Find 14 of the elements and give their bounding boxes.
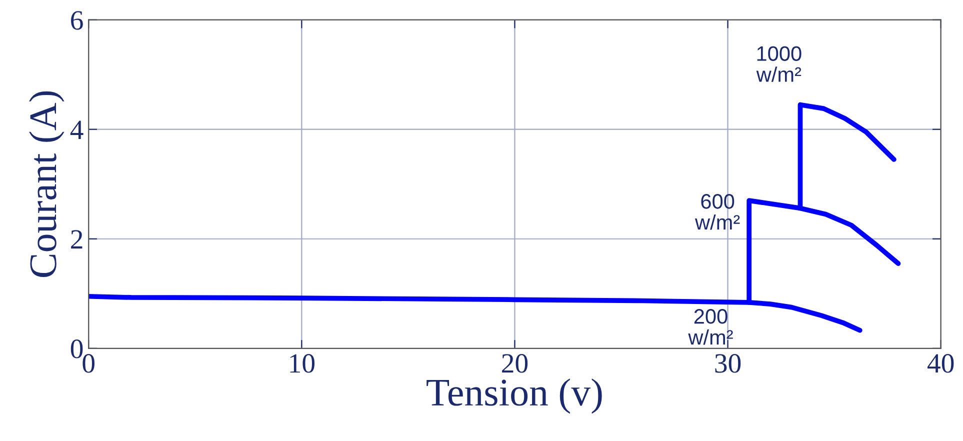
- x-tick-label: 30: [715, 354, 741, 373]
- x-tick-label: 10: [290, 354, 314, 373]
- annotation: 200 w/m²: [688, 309, 733, 345]
- y-axis-title: Courant (A): [29, 91, 64, 278]
- annotation: 1000 w/m²: [756, 46, 802, 82]
- annotation: 600 w/m²: [694, 194, 740, 230]
- y-tick-label: 0: [70, 340, 83, 358]
- x-tick-label: 20: [502, 354, 528, 373]
- y-tick-label: 6: [71, 11, 83, 30]
- x-axis-title: Tension (v): [426, 378, 602, 414]
- y-tick-label: 4: [70, 120, 84, 139]
- y-tick-label: 2: [71, 230, 82, 249]
- x-tick-label: 0: [82, 354, 94, 373]
- x-tick-label: 40: [928, 354, 954, 373]
